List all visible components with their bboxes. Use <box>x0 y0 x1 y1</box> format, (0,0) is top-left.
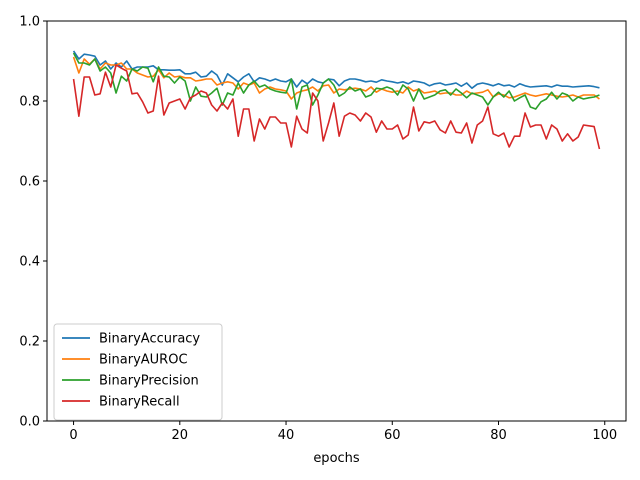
y-tick-label: 0.4 <box>19 255 40 270</box>
x-tick-label: 40 <box>278 428 295 443</box>
series-line-binaryprecision <box>72 52 600 110</box>
y-tick-label: 0.2 <box>19 335 40 350</box>
series-lines <box>72 50 601 150</box>
x-tick-label: 60 <box>384 428 401 443</box>
x-axis-ticks: 0 20 40 60 80 100 <box>69 421 617 443</box>
legend-label-binaryaccuracy: BinaryAccuracy <box>99 332 200 347</box>
legend-label-binaryprecision: BinaryPrecision <box>99 374 199 389</box>
y-tick-label: 0.6 <box>19 175 40 190</box>
x-tick-label: 20 <box>172 428 189 443</box>
legend: BinaryAccuracy BinaryAUROC BinaryPrecision… <box>53 323 223 421</box>
plot-frame <box>46 20 627 422</box>
y-tick-label: 0.0 <box>19 415 40 430</box>
series-line-binaryaccuracy <box>72 50 600 89</box>
y-tick-label: 0.8 <box>19 95 40 110</box>
legend-box <box>53 323 223 421</box>
x-tick-label: 0 <box>69 428 77 443</box>
legend-label-binaryrecall: BinaryRecall <box>99 395 180 410</box>
y-tick-label: 1.0 <box>19 15 40 30</box>
x-tick-label: 80 <box>490 428 507 443</box>
x-tick-label: 100 <box>592 428 617 443</box>
y-axis-ticks: 0.0 0.2 0.4 0.6 0.8 1.0 <box>19 15 47 430</box>
legend-label-binaryauroc: BinaryAUROC <box>99 353 188 368</box>
series-line-binaryrecall <box>72 64 601 150</box>
x-axis-label: epochs <box>313 451 360 466</box>
